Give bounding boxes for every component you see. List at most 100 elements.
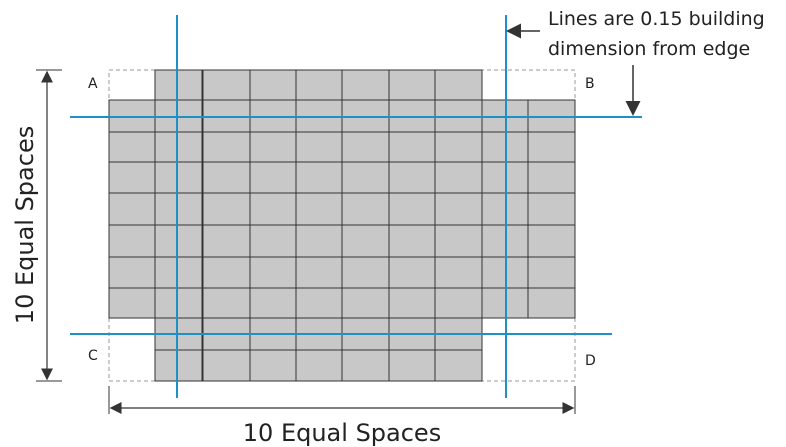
corner-label-d: D: [585, 353, 596, 369]
grid-cell: [108, 287, 156, 319]
reference-lines: [70, 15, 642, 398]
grid-cell: [295, 99, 344, 118]
grid-cell: [295, 69, 344, 101]
grid-cells: [108, 69, 576, 382]
grid-cell: [434, 349, 483, 382]
grid-cell: [388, 287, 437, 319]
grid-cell: [434, 256, 483, 289]
grid-cell: [295, 224, 344, 258]
grid-cell: [341, 224, 390, 258]
grid-cell: [202, 131, 251, 163]
grid-cell: [341, 161, 390, 194]
grid-cell: [249, 99, 298, 118]
grid-cell: [527, 161, 576, 194]
corner-label-a: A: [88, 76, 98, 92]
grid-cell: [154, 116, 203, 133]
grid-cell: [341, 256, 390, 289]
grid-cell: [341, 192, 390, 226]
grid-cell: [295, 116, 344, 133]
grid-cell: [527, 131, 576, 163]
grid-cell: [202, 224, 251, 258]
grid-cell: [434, 224, 483, 258]
grid-cell: [154, 287, 203, 319]
grid-cell: [341, 116, 390, 133]
grid-cell: [434, 161, 483, 194]
grid-cell: [434, 99, 483, 118]
grid-cell: [154, 161, 203, 194]
grid-cell: [527, 287, 576, 319]
corner-label-b: B: [585, 76, 595, 92]
grid-cell: [295, 317, 344, 335]
grid-cell: [388, 317, 437, 335]
annotation-line-2: dimension from edge: [548, 38, 750, 60]
grid-cell: [108, 192, 156, 226]
grid-cell: [388, 192, 437, 226]
grid-cell: [249, 317, 298, 335]
grid-cell: [434, 192, 483, 226]
grid-cell: [388, 349, 437, 382]
corner-label-c: C: [88, 348, 98, 364]
grid-cell: [388, 224, 437, 258]
grid-cell: [108, 224, 156, 258]
grid-cell: [295, 333, 344, 351]
grid-cell: [295, 131, 344, 163]
grid-cell: [527, 224, 576, 258]
grid-cell: [154, 192, 203, 226]
grid-cell: [388, 333, 437, 351]
grid-cell: [295, 256, 344, 289]
grid-cell: [527, 116, 576, 133]
grid-cell: [249, 69, 298, 101]
grid-cell: [341, 287, 390, 319]
grid-cell: [249, 192, 298, 226]
grid-cell: [388, 161, 437, 194]
grid-cell: [108, 116, 156, 133]
vertical-dimension: [36, 69, 62, 382]
grid-cell: [388, 256, 437, 289]
grid-cell: [154, 224, 203, 258]
grid-cell: [527, 99, 576, 118]
grid-cell: [249, 224, 298, 258]
grid-cell: [388, 69, 437, 101]
grid-cell: [202, 349, 251, 382]
grid-cell: [388, 116, 437, 133]
grid-cell: [434, 333, 483, 351]
grid-cell: [202, 287, 251, 319]
grid-cell: [108, 99, 156, 118]
grid-cell: [108, 256, 156, 289]
grid-cell: [202, 161, 251, 194]
grid-cell: [154, 69, 203, 101]
grid-cell: [341, 349, 390, 382]
grid-cell: [341, 99, 390, 118]
grid-cell: [434, 317, 483, 335]
grid-cell: [202, 192, 251, 226]
grid-cell: [341, 69, 390, 101]
horizontal-dimension-label: 10 Equal Spaces: [243, 419, 441, 447]
grid-cell: [108, 161, 156, 194]
annotation-line-1: Lines are 0.15 building: [548, 8, 765, 30]
grid-cell: [202, 317, 251, 335]
grid-cell: [202, 69, 251, 101]
grid-cell: [249, 131, 298, 163]
vertical-dimension-label: 10 Equal Spaces: [11, 126, 39, 324]
grid-cell: [154, 349, 203, 382]
grid-cell: [154, 317, 203, 335]
grid-cell: [434, 69, 483, 101]
grid-cell: [249, 161, 298, 194]
grid-cell: [295, 161, 344, 194]
grid-cell: [434, 287, 483, 319]
grid-cell: [341, 333, 390, 351]
grid-cell: [202, 333, 251, 351]
horizontal-dimension: [108, 386, 576, 414]
grid-cell: [249, 256, 298, 289]
grid-cell: [154, 99, 203, 118]
grid-cell: [295, 349, 344, 382]
grid-cell: [249, 287, 298, 319]
grid-cell: [388, 131, 437, 163]
grid-cell: [154, 333, 203, 351]
grid-cell: [202, 116, 251, 133]
grid-cell: [527, 192, 576, 226]
grid-cell: [527, 256, 576, 289]
grid-cell: [295, 192, 344, 226]
grid-cell: [341, 317, 390, 335]
